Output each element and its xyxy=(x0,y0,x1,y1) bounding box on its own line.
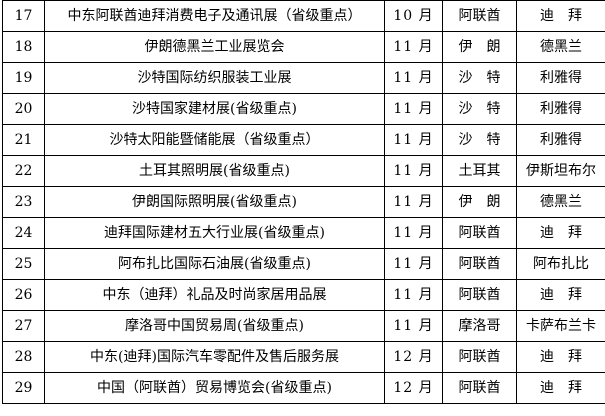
table-row: 18 伊朗德黑兰工业展览会 11 月 伊 朗 德黑兰 xyxy=(2,31,605,63)
city-cell: 德黑兰 xyxy=(516,186,605,218)
city-cell: 利雅得 xyxy=(516,93,605,125)
exhibition-name-cell: 迪拜国际建材五大行业展(省级重点) xyxy=(44,217,385,249)
row-number-cell: 24 xyxy=(2,217,45,249)
row-number-cell: 22 xyxy=(2,155,45,187)
month-cell: 11 月 xyxy=(384,217,443,249)
month-cell: 12 月 xyxy=(384,341,443,373)
city-cell: 卡萨布兰卡 xyxy=(516,310,605,342)
table-row: 28 中东(迪拜)国际汽车零配件及售后服务展 12 月 阿联酋 迪 拜 xyxy=(2,341,605,373)
exhibition-name-cell: 伊朗德黑兰工业展览会 xyxy=(44,31,385,63)
city-cell: 迪 拜 xyxy=(516,279,605,311)
exhibition-name-cell: 土耳其照明展(省级重点) xyxy=(44,155,385,187)
table-row: 24 迪拜国际建材五大行业展(省级重点) 11 月 阿联酋 迪 拜 xyxy=(2,217,605,249)
country-cell: 摩洛哥 xyxy=(442,310,517,342)
table-row: 23 伊朗国际照明展(省级重点) 11 月 伊 朗 德黑兰 xyxy=(2,186,605,218)
country-cell: 伊 朗 xyxy=(442,31,517,63)
exhibition-name-cell: 中国（阿联酋）贸易博览会(省级重点) xyxy=(44,372,385,404)
month-cell: 11 月 xyxy=(384,31,443,63)
exhibition-name-cell: 沙特太阳能暨储能展（省级重点） xyxy=(44,124,385,156)
exhibition-name-cell: 中东（迪拜）礼品及时尚家居用品展 xyxy=(44,279,385,311)
country-cell: 阿联酋 xyxy=(442,0,517,32)
table-row: 26 中东（迪拜）礼品及时尚家居用品展 11 月 阿联酋 迪 拜 xyxy=(2,279,605,311)
row-number-cell: 26 xyxy=(2,279,45,311)
table-row: 21 沙特太阳能暨储能展（省级重点） 11 月 沙 特 利雅得 xyxy=(2,124,605,156)
exhibition-name-cell: 沙特国家建材展(省级重点) xyxy=(44,93,385,125)
exhibition-schedule-table: 17 中东阿联酋迪拜消费电子及通讯展（省级重点） 10 月 阿联酋 迪 拜 18… xyxy=(2,0,605,404)
table-row: 29 中国（阿联酋）贸易博览会(省级重点) 12 月 阿联酋 迪 拜 xyxy=(2,372,605,404)
row-number-cell: 28 xyxy=(2,341,45,373)
month-cell: 10 月 xyxy=(384,0,443,32)
row-number-cell: 25 xyxy=(2,248,45,280)
table-row: 27 摩洛哥中国贸易周(省级重点) 11 月 摩洛哥 卡萨布兰卡 xyxy=(2,310,605,342)
country-cell: 阿联酋 xyxy=(442,217,517,249)
month-cell: 11 月 xyxy=(384,310,443,342)
exhibition-name-cell: 阿布扎比国际石油展(省级重点) xyxy=(44,248,385,280)
row-number-cell: 21 xyxy=(2,124,45,156)
city-cell: 利雅得 xyxy=(516,62,605,94)
country-cell: 伊 朗 xyxy=(442,186,517,218)
month-cell: 11 月 xyxy=(384,279,443,311)
city-cell: 迪 拜 xyxy=(516,217,605,249)
row-number-cell: 27 xyxy=(2,310,45,342)
row-number-cell: 29 xyxy=(2,372,45,404)
city-cell: 迪 拜 xyxy=(516,372,605,404)
month-cell: 11 月 xyxy=(384,93,443,125)
city-cell: 德黑兰 xyxy=(516,31,605,63)
country-cell: 沙 特 xyxy=(442,93,517,125)
city-cell: 伊斯坦布尔 xyxy=(516,155,605,187)
month-cell: 12 月 xyxy=(384,372,443,404)
city-cell: 阿布扎比 xyxy=(516,248,605,280)
city-cell: 迪 拜 xyxy=(516,341,605,373)
country-cell: 阿联酋 xyxy=(442,279,517,311)
city-cell: 利雅得 xyxy=(516,124,605,156)
city-cell: 迪 拜 xyxy=(516,0,605,32)
exhibition-name-cell: 中东(迪拜)国际汽车零配件及售后服务展 xyxy=(44,341,385,373)
table-row: 25 阿布扎比国际石油展(省级重点) 11 月 阿联酋 阿布扎比 xyxy=(2,248,605,280)
row-number-cell: 18 xyxy=(2,31,45,63)
table-row: 19 沙特国际纺织服装工业展 11 月 沙 特 利雅得 xyxy=(2,62,605,94)
row-number-cell: 17 xyxy=(2,0,45,32)
row-number-cell: 19 xyxy=(2,62,45,94)
country-cell: 阿联酋 xyxy=(442,372,517,404)
exhibition-name-cell: 摩洛哥中国贸易周(省级重点) xyxy=(44,310,385,342)
table-row: 17 中东阿联酋迪拜消费电子及通讯展（省级重点） 10 月 阿联酋 迪 拜 xyxy=(2,0,605,32)
country-cell: 沙 特 xyxy=(442,62,517,94)
month-cell: 11 月 xyxy=(384,248,443,280)
table-row: 22 土耳其照明展(省级重点) 11 月 土耳其 伊斯坦布尔 xyxy=(2,155,605,187)
country-cell: 沙 特 xyxy=(442,124,517,156)
month-cell: 11 月 xyxy=(384,124,443,156)
row-number-cell: 20 xyxy=(2,93,45,125)
exhibition-name-cell: 沙特国际纺织服装工业展 xyxy=(44,62,385,94)
exhibition-name-cell: 中东阿联酋迪拜消费电子及通讯展（省级重点） xyxy=(44,0,385,32)
month-cell: 11 月 xyxy=(384,155,443,187)
exhibition-name-cell: 伊朗国际照明展(省级重点) xyxy=(44,186,385,218)
month-cell: 11 月 xyxy=(384,62,443,94)
country-cell: 阿联酋 xyxy=(442,248,517,280)
table-row: 20 沙特国家建材展(省级重点) 11 月 沙 特 利雅得 xyxy=(2,93,605,125)
month-cell: 11 月 xyxy=(384,186,443,218)
country-cell: 阿联酋 xyxy=(442,341,517,373)
row-number-cell: 23 xyxy=(2,186,45,218)
country-cell: 土耳其 xyxy=(442,155,517,187)
exhibition-table-body: 17 中东阿联酋迪拜消费电子及通讯展（省级重点） 10 月 阿联酋 迪 拜 18… xyxy=(2,0,605,404)
